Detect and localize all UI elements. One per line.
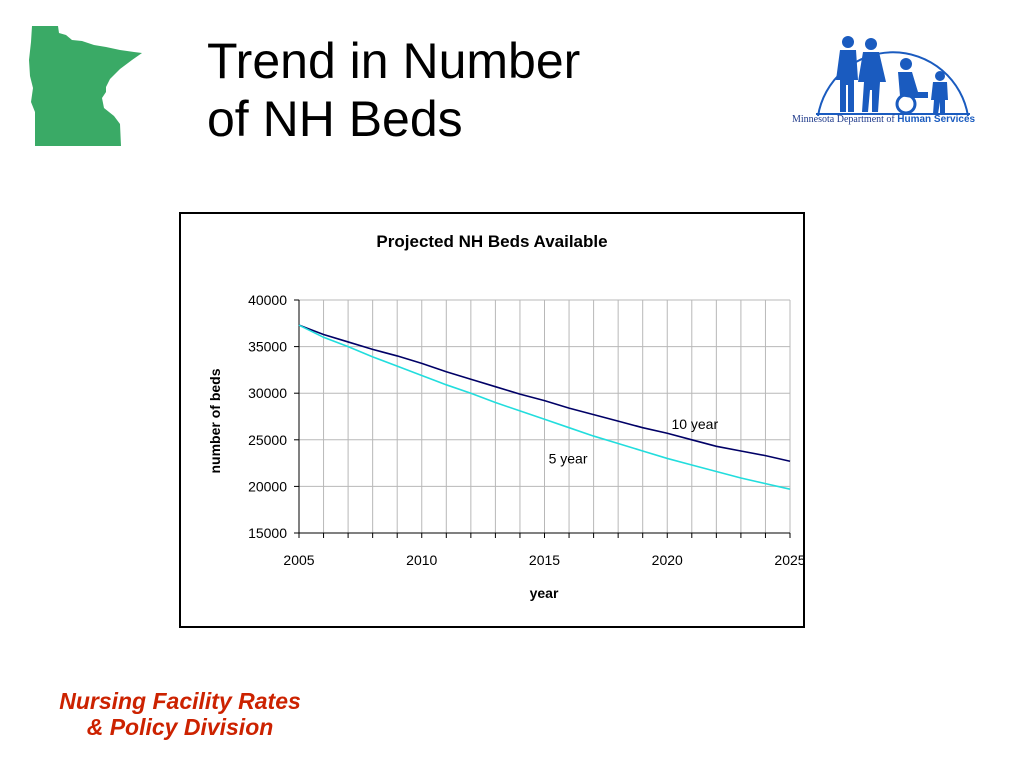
series-line-5-year bbox=[298, 324, 791, 490]
dhs-logo-text: Minnesota Department of Human Services bbox=[792, 114, 996, 125]
y-tick-label: 20000 bbox=[248, 478, 287, 494]
logo-arch bbox=[817, 51, 969, 117]
series-line-10-year bbox=[298, 324, 791, 463]
y-tick-label: 15000 bbox=[248, 525, 287, 541]
annotation-10-year: 10 year bbox=[671, 416, 718, 432]
x-tick-label: 2015 bbox=[529, 552, 560, 568]
logo-person3-head bbox=[900, 58, 912, 70]
logo-person2-head bbox=[865, 38, 877, 50]
x-tick-label: 2010 bbox=[406, 552, 437, 568]
logo-person1-head bbox=[842, 36, 854, 48]
y-tick-label: 25000 bbox=[248, 432, 287, 448]
x-tick-label: 2020 bbox=[652, 552, 683, 568]
footer-line2: & Policy Division bbox=[86, 714, 274, 740]
logo-person3-body bbox=[898, 72, 928, 98]
x-tick-label: 2025 bbox=[774, 552, 803, 568]
dhs-logo bbox=[816, 36, 970, 117]
logo-person1-body bbox=[836, 50, 858, 112]
logo-person4-body bbox=[931, 82, 948, 114]
line-chart: Projected NH Beds Available number of be… bbox=[207, 232, 803, 601]
y-tick-label: 35000 bbox=[248, 339, 287, 355]
x-tick-label: 2005 bbox=[283, 552, 314, 568]
minnesota-map-icon bbox=[29, 26, 142, 146]
logo-person4-head bbox=[935, 71, 945, 81]
y-axis-label: number of beds bbox=[207, 368, 223, 473]
logo-wheel bbox=[895, 93, 917, 115]
footer-line1: Nursing Facility Rates bbox=[59, 688, 301, 714]
logo-person2-body bbox=[858, 52, 886, 112]
chart-title: Projected NH Beds Available bbox=[376, 232, 607, 251]
annotation-5-year: 5 year bbox=[549, 450, 588, 466]
y-tick-label: 30000 bbox=[248, 385, 287, 401]
chart-frame: Projected NH Beds Available number of be… bbox=[179, 212, 805, 628]
y-tick-label: 40000 bbox=[248, 292, 287, 308]
slide-title: Trend in Number of NH Beds bbox=[207, 32, 727, 148]
dhs-logo-text-prefix: Minnesota Department of bbox=[792, 114, 895, 125]
division-footer: Nursing Facility Rates & Policy Division bbox=[30, 688, 330, 740]
minnesota-shape bbox=[29, 26, 142, 146]
dhs-logo-text-bold: Human Services bbox=[897, 114, 976, 125]
x-axis-label: year bbox=[530, 585, 559, 601]
slide-title-line2: of NH Beds bbox=[207, 91, 463, 147]
slide-title-line1: Trend in Number bbox=[207, 33, 581, 89]
